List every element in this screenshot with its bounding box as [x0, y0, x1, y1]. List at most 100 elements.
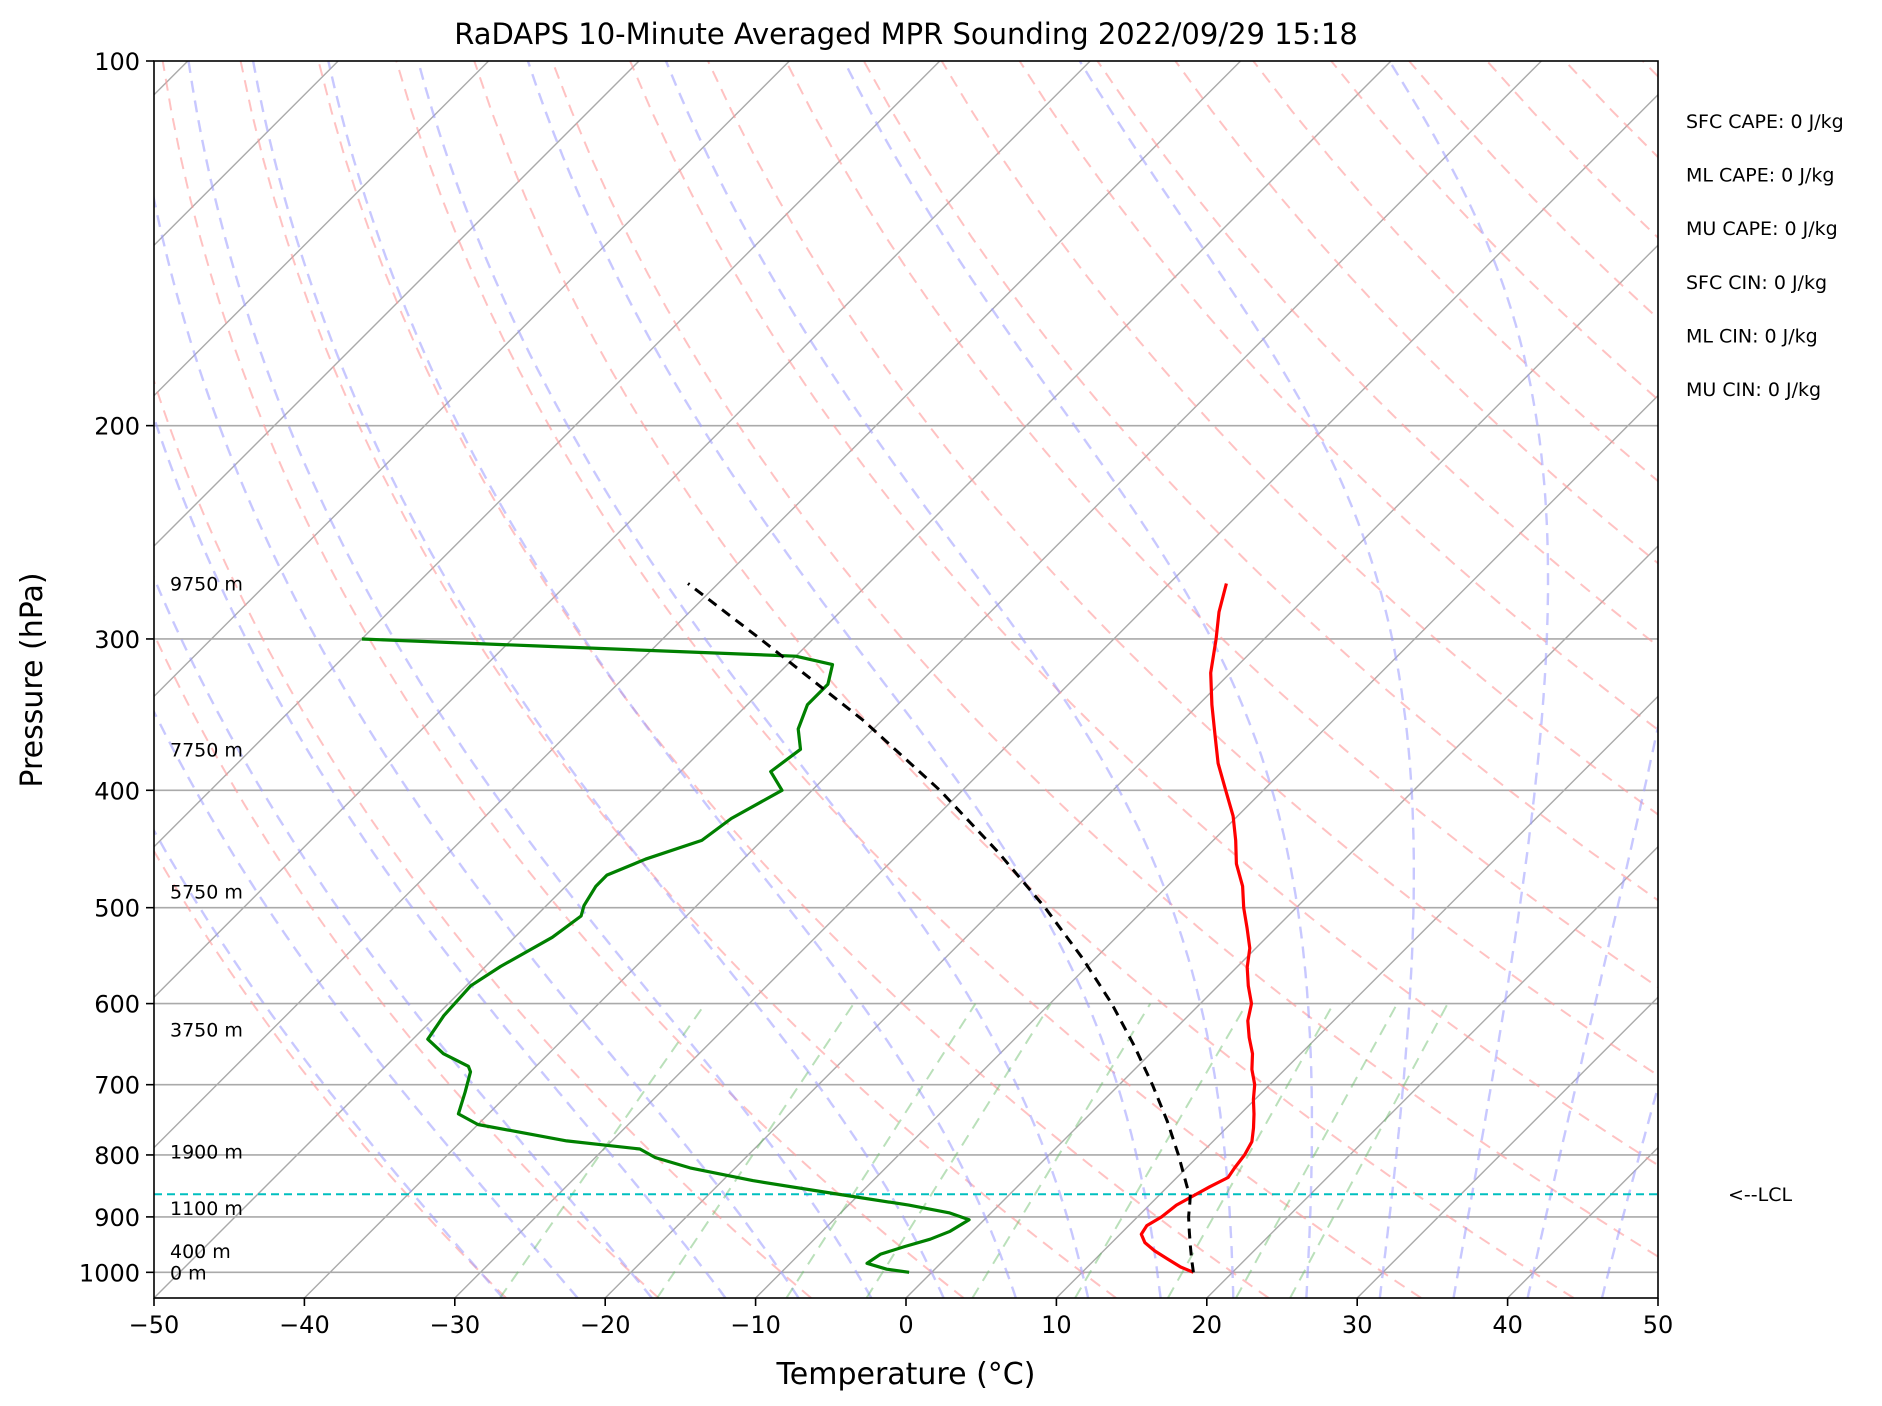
- dry-adiabat: [1096, 61, 1658, 648]
- dry-adiabat: [154, 632, 660, 1298]
- isotherm-line: [1657, 1297, 1658, 1298]
- profile-lines: [361, 582, 1257, 1274]
- isotherm-line: [154, 61, 941, 848]
- isotherm-line: [1206, 845, 1658, 1298]
- axis-ticks: −50 −40 −30 −20 −10 0 10 20 30 40 50 100 200 300 400 50…: [79, 48, 1673, 1339]
- isotherm-line: [905, 545, 1658, 1298]
- dry-adiabat: [473, 61, 1575, 1298]
- height-label: 9750 m: [170, 574, 243, 596]
- x-tick-label: 50: [1643, 1311, 1674, 1339]
- stat-line: ML CAPE: 0 J/kg: [1686, 165, 1834, 187]
- stat-line: SFC CIN: 0 J/kg: [1686, 272, 1827, 294]
- dry-adiabat: [395, 61, 1422, 1298]
- isotherm-line: [454, 93, 1658, 1298]
- dry-adiabat: [1486, 61, 1658, 239]
- height-label: 1100 m: [170, 1198, 243, 1220]
- x-tick-label: −50: [129, 1311, 180, 1339]
- isotherm-line: [154, 61, 1091, 999]
- isotherm-line: [154, 61, 1392, 1298]
- x-tick-label: 30: [1342, 1311, 1373, 1339]
- height-label: 7750 m: [170, 739, 243, 761]
- mixing-ratio-line: [971, 1003, 1152, 1298]
- mixing-ratio-line: [1074, 1003, 1248, 1298]
- dry-adiabat: [629, 61, 1658, 1167]
- dry-adiabat: [1252, 61, 1658, 483]
- dry-adiabat: [1721, 61, 1882, 1298]
- mixing-ratio-line: [1167, 1003, 1335, 1298]
- height-label: 5750 m: [170, 882, 243, 904]
- dry-adiabat: [862, 61, 1658, 902]
- dry-adiabat: [551, 61, 1658, 1258]
- dry-adiabat: [1408, 61, 1658, 320]
- chart-title: RaDAPS 10-Minute Averaged MPR Sounding 2…: [454, 17, 1358, 51]
- y-tick-label: 300: [94, 626, 140, 654]
- mixing-ratio-line: [656, 1003, 855, 1298]
- height-label: 0 m: [170, 1262, 207, 1284]
- x-tick-label: 40: [1492, 1311, 1523, 1339]
- dry-adiabat: [154, 849, 507, 1298]
- y-tick-label: 800: [94, 1142, 140, 1170]
- isotherm-line: [604, 244, 1658, 1298]
- temperature-trace: [1139, 583, 1257, 1274]
- stat-line: SFC CAPE: 0 J/kg: [1686, 111, 1844, 133]
- moist-adiabat: [154, 709, 579, 1298]
- isotherm-line: [1507, 1146, 1658, 1298]
- x-tick-label: −20: [580, 1311, 631, 1339]
- y-tick-label: 500: [94, 895, 140, 923]
- height-label: 1900 m: [170, 1142, 243, 1164]
- y-tick-label: 100: [94, 48, 140, 76]
- dry-adiabat: [161, 61, 965, 1298]
- y-tick-label: 400: [94, 777, 140, 805]
- height-labels: 9750 m 7750 m 5750 m 3750 m 1900 m 1100 m 400 …: [170, 574, 243, 1285]
- isotherm-line: [1055, 695, 1658, 1298]
- mixing-ratio-line: [1289, 1003, 1449, 1298]
- moist-adiabat: [843, 61, 1314, 1298]
- stat-line: ML CIN: 0 J/kg: [1686, 325, 1818, 347]
- background-lines: [154, 61, 1882, 1298]
- isotherm-line: [154, 61, 339, 247]
- x-tick-label: −10: [730, 1311, 781, 1339]
- dry-adiabat: [707, 61, 1658, 1077]
- stat-line: MU CAPE: 0 J/kg: [1686, 218, 1838, 240]
- isotherm-line: [755, 394, 1658, 1298]
- dry-adiabat: [1564, 61, 1658, 159]
- mixing-ratio-line: [785, 1003, 977, 1298]
- height-label: 400 m: [170, 1241, 231, 1263]
- lcl-label: <--LCL: [1728, 1184, 1792, 1206]
- y-tick-label: 600: [94, 991, 140, 1019]
- moist-adiabat: [1078, 61, 1415, 1298]
- x-tick-label: −40: [279, 1311, 330, 1339]
- dry-adiabat: [1018, 61, 1658, 732]
- isotherm-line: [1356, 996, 1658, 1298]
- dewpoint-trace: [361, 637, 971, 1274]
- moist-adiabat: [154, 828, 504, 1298]
- isotherm-line: [154, 61, 1242, 1149]
- moist-adiabat: [154, 193, 800, 1298]
- moist-adiabat: [416, 61, 1090, 1298]
- dry-adiabat: [1174, 61, 1658, 565]
- x-tick-label: 10: [1041, 1311, 1072, 1339]
- moist-adiabat: [1526, 721, 1658, 1298]
- mixing-ratio-line: [1235, 1003, 1399, 1298]
- dry-adiabat: [317, 61, 1270, 1298]
- moist-adiabat: [1388, 61, 1550, 1298]
- moist-adiabat: [1600, 1082, 1658, 1298]
- y-tick-label: 200: [94, 413, 140, 441]
- isotherm-line: [303, 61, 1542, 1298]
- x-tick-label: 20: [1192, 1311, 1223, 1339]
- moist-adiabat: [664, 61, 1235, 1298]
- moist-adiabat: [526, 61, 1162, 1298]
- height-label: 3750 m: [170, 1019, 243, 1041]
- moist-adiabat: [154, 414, 727, 1298]
- stat-line: MU CIN: 0 J/kg: [1686, 379, 1821, 401]
- y-tick-label: 900: [94, 1204, 140, 1232]
- x-tick-label: 0: [898, 1311, 913, 1339]
- y-tick-label: 1000: [79, 1259, 140, 1287]
- mixing-ratio-line: [865, 1003, 1052, 1298]
- moist-adiabat: [187, 61, 873, 1298]
- dry-adiabat: [239, 61, 1117, 1298]
- dry-adiabat: [1642, 61, 1658, 78]
- isotherm-line: [154, 61, 640, 547]
- moist-adiabat: [327, 61, 1018, 1298]
